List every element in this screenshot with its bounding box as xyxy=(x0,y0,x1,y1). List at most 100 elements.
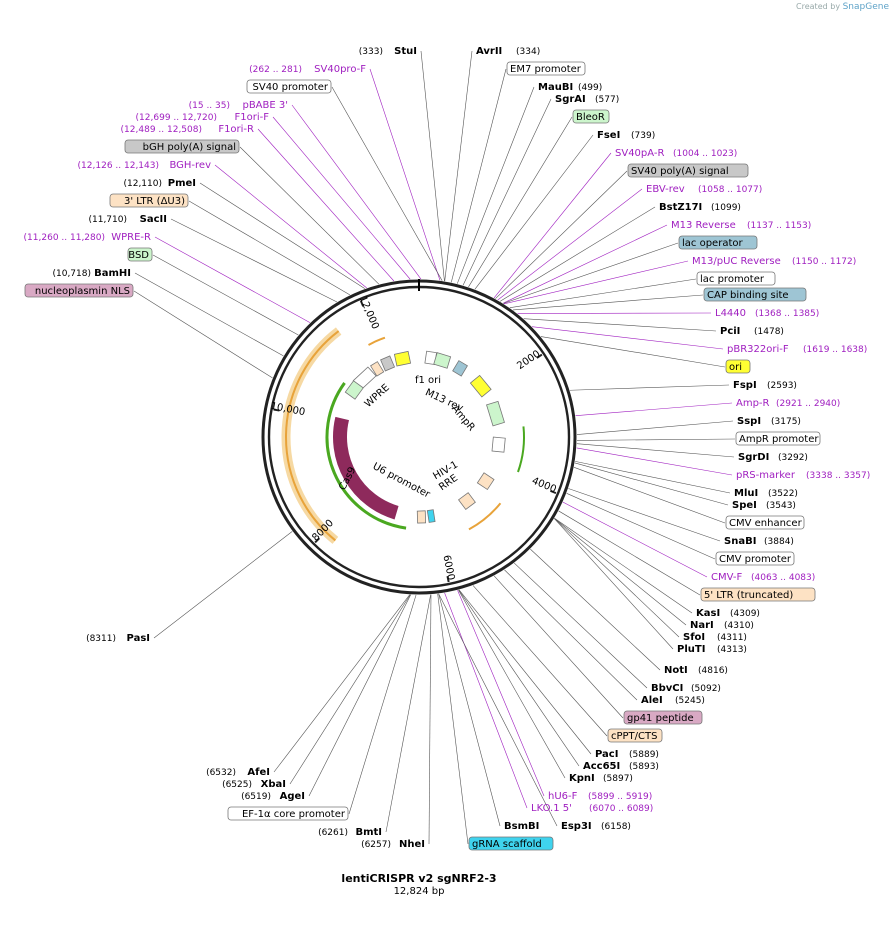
leader-line xyxy=(523,318,717,332)
leader-line xyxy=(575,461,731,494)
feature-name: pRS-marker xyxy=(736,470,796,481)
feature-name: SspI xyxy=(737,416,761,427)
leader-line xyxy=(573,467,726,524)
feature-name: KpnI xyxy=(569,773,595,784)
leader-line xyxy=(272,116,411,280)
feature-name: SgrDI xyxy=(738,452,769,463)
feature-pmei: PmeI (12,110) xyxy=(123,178,196,189)
leader-line xyxy=(348,594,417,815)
feature-name: BamHI xyxy=(94,268,131,279)
feature-coord: (4309) xyxy=(730,609,760,619)
leader-line xyxy=(152,254,299,336)
feature-name: CMV enhancer xyxy=(729,518,803,529)
feature-name: ori xyxy=(729,362,742,373)
feature-name: Acc65I xyxy=(583,761,620,772)
leader-line xyxy=(512,294,704,311)
feature-box xyxy=(124,139,240,154)
feature-bamhi: BamHI(10,718) xyxy=(52,268,131,279)
feature-name: PmeI xyxy=(168,178,196,189)
ampr-block xyxy=(486,400,505,427)
feature-name: gp41 peptide xyxy=(627,713,694,724)
feature-name: pBR322ori-F xyxy=(727,344,789,355)
leader-line xyxy=(493,152,612,299)
feature-bbvci: BbvCI (5092) xyxy=(651,683,721,694)
tick-mark xyxy=(273,408,280,412)
leader-line xyxy=(458,589,566,779)
feature-name: BmtI xyxy=(355,827,382,838)
feature-alei: AleI (5245) xyxy=(641,695,705,706)
leader-line xyxy=(472,585,608,737)
feature-box xyxy=(627,163,749,178)
feature-name: BSD xyxy=(128,250,149,261)
leader-line xyxy=(438,593,558,827)
feature-coord: (1004 .. 1023) xyxy=(673,149,737,159)
feature-name: AvrII xyxy=(476,46,502,57)
feature-arcs xyxy=(281,327,525,544)
feature-m13-reverse: M13 Reverse (1137 .. 1153) xyxy=(671,220,811,231)
feature-name: CMV promoter xyxy=(719,554,792,565)
feature-hu6-f: hU6-F (5899 .. 5919) xyxy=(548,791,652,802)
feature-box xyxy=(607,728,663,743)
feature-name: CAP binding site xyxy=(707,290,789,301)
feature-box xyxy=(623,710,703,725)
feature-name: SV40pA-R xyxy=(615,148,664,159)
ltr-block xyxy=(370,361,385,377)
feature-f1ori-r: F1ori-R (12,489 .. 12,508) xyxy=(121,124,254,135)
feature-coord: (6070 .. 6089) xyxy=(589,804,653,814)
feature-afei: AfeI (6532) xyxy=(206,767,270,778)
ori-block xyxy=(469,374,492,398)
leader-line xyxy=(554,518,687,626)
feature-name: FspI xyxy=(733,380,757,391)
leader-line xyxy=(437,593,469,845)
feature-grna-scaffold: gRNA scaffold xyxy=(468,836,554,851)
feature-paci: PacI (5889) xyxy=(595,749,659,760)
bsd-block xyxy=(344,380,364,400)
feature-coord: (2593) xyxy=(767,381,797,391)
backbone-outer-strand xyxy=(261,279,577,595)
feature-coord: (5899 .. 5919) xyxy=(588,792,652,802)
feature-fspi: FspI (2593) xyxy=(733,380,797,391)
leader-line xyxy=(369,68,441,281)
feature-name: lac promoter xyxy=(700,274,765,285)
feature-name: SV40pro-F xyxy=(314,64,366,75)
feature-name: BbvCI xyxy=(651,683,683,694)
feature-name: EF-1α core promoter xyxy=(242,809,346,820)
feature-pbr322ori-f: pBR322ori-F (1619 .. 1638) xyxy=(727,344,867,355)
leader-line xyxy=(514,562,648,689)
feature-name: BGH-rev xyxy=(169,160,211,171)
bleor-block xyxy=(433,352,452,369)
feature-name: 3' LTR (ΔU3) xyxy=(124,196,185,207)
cmv-block xyxy=(491,436,506,453)
feature-name: FseI xyxy=(597,130,620,141)
feature-coord: (12,126 .. 12,143) xyxy=(78,161,159,171)
green-orf-arc xyxy=(325,382,407,530)
feature-box xyxy=(109,193,189,208)
leader-line xyxy=(438,593,501,827)
feature-coord: (12,699 .. 12,720) xyxy=(136,113,217,123)
feature-amp-r: Amp-R (2921 .. 2940) xyxy=(736,398,840,409)
feature-fsei: FseI (739) xyxy=(597,130,655,141)
leader-line xyxy=(331,86,443,281)
feature-name: WPRE-R xyxy=(111,232,151,243)
feature-l4440: L4440 (1368 .. 1385) xyxy=(715,308,819,319)
snapgene-watermark: Created by SnapGene xyxy=(796,2,889,12)
feature-name: SV40 promoter xyxy=(253,82,329,93)
feature-name: PluTI xyxy=(677,644,705,655)
feature-coord: (3338 .. 3357) xyxy=(806,471,870,481)
feature-spei: SpeI (3543) xyxy=(732,500,796,511)
bgh-polya-block xyxy=(380,355,396,372)
feature-coord: (262 .. 281) xyxy=(249,65,302,75)
feature-coord: (6519) xyxy=(241,792,271,802)
feature-cmv-promoter: CMV promoter xyxy=(715,551,795,566)
feature-coord: (5092) xyxy=(691,684,721,694)
feature-coord: (4311) xyxy=(717,633,747,643)
leader-line xyxy=(457,590,545,797)
feature-box xyxy=(246,79,332,94)
feature-coord: (1099) xyxy=(711,203,741,213)
leader-line xyxy=(214,164,367,289)
feature-box xyxy=(227,806,349,821)
feature-coord: (5897) xyxy=(603,774,633,784)
leader-line xyxy=(308,594,411,797)
